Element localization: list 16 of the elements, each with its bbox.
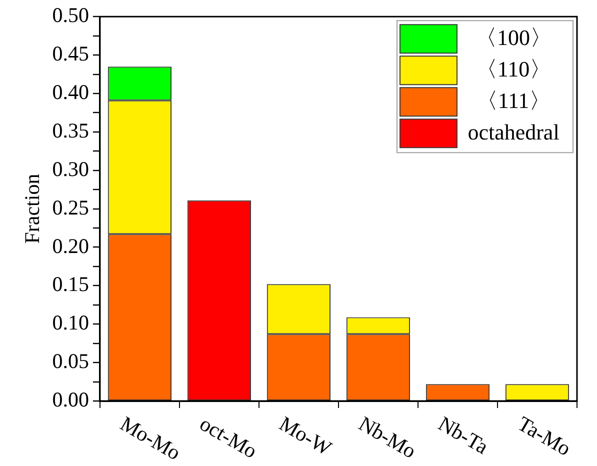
y-tick-label: 0.40 [52,80,89,104]
y-axis-title: Fraction [20,173,44,244]
y-tick-label: 0.45 [52,42,89,66]
legend-label: octahedral [468,120,560,145]
y-tick-label: 0.30 [52,156,89,181]
y-tick-label: 0.10 [52,310,89,335]
y-tick-label: 0.35 [52,118,89,142]
y-tick-label: 0.20 [52,234,89,258]
y-tick-label: 0.50 [52,3,89,28]
legend-label: 〈111〉 [476,88,552,114]
y-tick-label: 0.25 [52,195,89,220]
y-tick-label: 0.05 [52,349,89,374]
y-tick-label: 0.15 [52,272,89,296]
legend-label: 〈110〉 [475,56,552,82]
legend-label: 〈100〉 [475,25,552,50]
y-tick-label: 0.00 [52,388,89,412]
